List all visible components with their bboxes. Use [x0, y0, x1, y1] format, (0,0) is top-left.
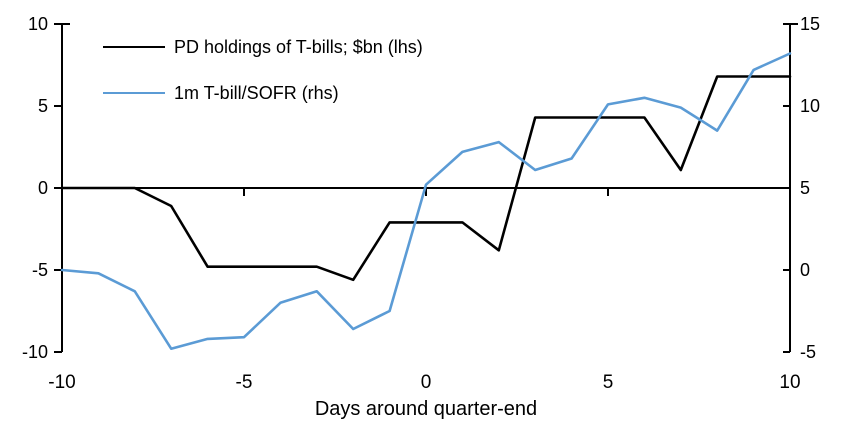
right-axis-tick-label: 5: [800, 178, 810, 198]
right-axis-tick-label: 10: [800, 96, 820, 116]
series-line-sofr: [60, 52, 792, 351]
x-axis-tick-label: -10: [48, 372, 75, 393]
right-axis-tick-label: -5: [800, 342, 816, 362]
x-axis-tick-label: -5: [236, 372, 253, 393]
right-axis-tick-label: 15: [800, 14, 820, 34]
x-axis-tick-label: 0: [421, 372, 432, 393]
x-axis-title: Days around quarter-end: [314, 398, 538, 420]
legend-line-swatch-blue: [103, 92, 165, 94]
legend: PD holdings of T-bills; $bn (lhs) 1m T-b…: [103, 33, 423, 107]
series-line-pd-holdings: [60, 75, 792, 282]
left-axis-tick-label: 0: [38, 178, 48, 198]
legend-item-pd-holdings: PD holdings of T-bills; $bn (lhs): [103, 33, 423, 61]
legend-label-pd-holdings: PD holdings of T-bills; $bn (lhs): [174, 36, 423, 57]
legend-item-sofr: 1m T-bill/SOFR (rhs): [103, 79, 423, 107]
x-axis-tick-label: 5: [603, 372, 614, 393]
right-axis-tick-label: 0: [800, 260, 810, 280]
x-axis-tick-label: 10: [779, 372, 800, 393]
left-axis-tick-label: 10: [28, 14, 48, 34]
left-axis-tick-label: -5: [32, 260, 48, 280]
legend-label-sofr: 1m T-bill/SOFR (rhs): [174, 82, 339, 103]
left-axis-tick-label: 5: [38, 96, 48, 116]
left-axis-tick-label: -10: [22, 342, 48, 362]
legend-line-swatch-black: [103, 46, 165, 48]
